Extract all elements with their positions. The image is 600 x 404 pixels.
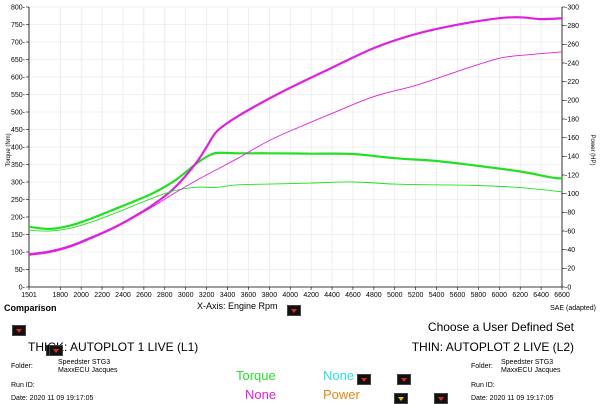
- chart-grid: [28, 6, 563, 288]
- y-right-tick-label: -140: [565, 154, 579, 161]
- x-axis-label-row: X-Axis: Engine Rpm: [197, 301, 278, 311]
- x-tick-label: 5400: [429, 292, 445, 299]
- y-left-tick-label: 650-: [11, 57, 26, 64]
- channel1-label: Torque: [236, 368, 276, 383]
- thin-run-dropdown[interactable]: [49, 345, 64, 357]
- y-right-tick-label: -240: [565, 60, 579, 67]
- channel3-label: None: [245, 387, 277, 402]
- y-left-tick-label: 200-: [11, 214, 26, 221]
- x-tick-label: 6200: [512, 292, 528, 299]
- right-folder-line1: Speedster STG3: [501, 359, 554, 366]
- dyno-chart: 0- 50- 100- 150- 200- 250- 300- 350- 400- 450- 500…: [6, 4, 595, 299]
- channel2-dropdown[interactable]: [397, 374, 412, 386]
- series-torque-l2: [28, 181, 563, 232]
- x-tick-label: 2600: [136, 292, 152, 299]
- y-right-axis-label: Power (HP): [589, 134, 595, 165]
- right-date: Date: 2020 11 09 19:17:05: [471, 395, 554, 402]
- y-right-tick-label: -0: [565, 284, 571, 291]
- y-right-tick-label: -180: [565, 116, 579, 123]
- y-left-tick-label: 500-: [11, 109, 26, 116]
- y-left-tick-label: 450-: [11, 127, 26, 134]
- comparison-title: Comparison: [4, 303, 57, 313]
- x-tick-label: 6400: [533, 292, 549, 299]
- user-set-label: Choose a User Defined Set: [427, 320, 574, 334]
- x-tick-label: 6600: [554, 292, 570, 299]
- y-right-tick-label: -280: [565, 23, 579, 30]
- y-left-tick-label: 400-: [11, 144, 26, 151]
- left-folder-label: Folder:: [11, 363, 33, 370]
- y-right-tick-label: -200: [565, 98, 579, 105]
- y-left-tick-label: 150-: [11, 232, 26, 239]
- y-left-tick-label: 600-: [11, 74, 26, 81]
- x-tick-label: 2200: [94, 292, 110, 299]
- y-right-tick-label: -20: [565, 266, 575, 273]
- chart-series: [28, 16, 563, 256]
- channel2-label: None: [323, 368, 355, 383]
- x-tick-label: 3200: [199, 292, 215, 299]
- x-tick-label: 4800: [366, 292, 382, 299]
- left-folder-line2: MaxxECU Jacques: [58, 367, 118, 374]
- channel3-dropdown[interactable]: [393, 393, 408, 404]
- user-set-dropdown[interactable]: [12, 325, 27, 337]
- y-left-tick-label: 0-: [19, 284, 26, 291]
- x-tick-label: 1501: [21, 292, 37, 299]
- series-torque-l1: [28, 151, 563, 231]
- y-left-axis-label: Torque (Nm): [6, 133, 12, 166]
- x-tick-label: 6000: [491, 292, 507, 299]
- x-tick-label: 3800: [262, 292, 278, 299]
- x-tick-label: 2000: [73, 292, 89, 299]
- y-right-tick-label: -220: [565, 79, 579, 86]
- y-right-tick-label: -160: [565, 135, 579, 142]
- left-runid-label: Run ID:: [11, 382, 35, 389]
- x-tick-label: 5200: [408, 292, 424, 299]
- x-tick-label: 3400: [220, 292, 236, 299]
- y-left-tick-label: 800-: [11, 4, 26, 11]
- left-date: Date: 2020 11 09 19:17:05: [11, 395, 94, 402]
- y-right-tick-label: -300: [565, 4, 579, 11]
- y-left-tick-label: 350-: [11, 162, 26, 169]
- standard-label: SAE (adapted): [550, 305, 596, 312]
- right-folder-label: Folder:: [471, 363, 493, 370]
- channel4-dropdown[interactable]: [434, 393, 449, 404]
- x-tick-label: 5600: [450, 292, 466, 299]
- y-left-tick-label: 550-: [11, 92, 26, 99]
- left-folder-line1: Speedster STG3: [58, 359, 111, 366]
- series-power-l1: [28, 16, 563, 256]
- channel4-label: Power: [323, 387, 360, 402]
- x-tick-label: 4200: [303, 292, 319, 299]
- y-left-tick-label: 50-: [15, 267, 26, 274]
- thick-run-label: THICK: AUTOPLOT 1 LIVE (L1): [28, 340, 199, 354]
- y-right-tick-label: -60: [565, 228, 575, 235]
- x-axis-prefix: X-Axis:: [197, 301, 226, 311]
- y-left-tick-label: 700-: [11, 39, 26, 46]
- series-power-l2: [28, 51, 563, 256]
- x-tick-label: 1800: [52, 292, 68, 299]
- x-axis-label: Engine Rpm: [228, 301, 278, 311]
- x-tick-label: 2800: [157, 292, 173, 299]
- y-left-tick-label: 300-: [11, 179, 26, 186]
- x-axis-dropdown[interactable]: [287, 305, 301, 317]
- right-folder-line2: MaxxECU Jacques: [501, 367, 561, 374]
- y-right-tick-label: -120: [565, 172, 579, 179]
- y-right-tick-label: -260: [565, 42, 579, 49]
- x-tick-label: 3600: [241, 292, 257, 299]
- y-right-tick-label: -40: [565, 247, 575, 254]
- channel1-dropdown[interactable]: [356, 374, 371, 386]
- y-left-tick-label: 750-: [11, 22, 26, 29]
- x-tick-label: 5800: [471, 292, 487, 299]
- x-tick-label: 4600: [345, 292, 361, 299]
- y-left-tick-label: 250-: [11, 197, 26, 204]
- x-tick-label: 5000: [387, 292, 403, 299]
- x-tick-label: 2400: [115, 292, 131, 299]
- y-left-tick-label: 100-: [11, 249, 26, 256]
- thin-run-label: THIN: AUTOPLOT 2 LIVE (L2): [411, 340, 574, 354]
- x-tick-label: 4000: [282, 292, 298, 299]
- right-runid-label: Run ID:: [471, 382, 495, 389]
- y-right-tick-label: -100: [565, 191, 579, 198]
- chart-axes: 0- 50- 100- 150- 200- 250- 300- 350- 400- 450- 500…: [11, 4, 579, 299]
- x-tick-label: 4400: [324, 292, 340, 299]
- x-tick-label: 3000: [178, 292, 194, 299]
- y-right-tick-label: -80: [565, 210, 575, 217]
